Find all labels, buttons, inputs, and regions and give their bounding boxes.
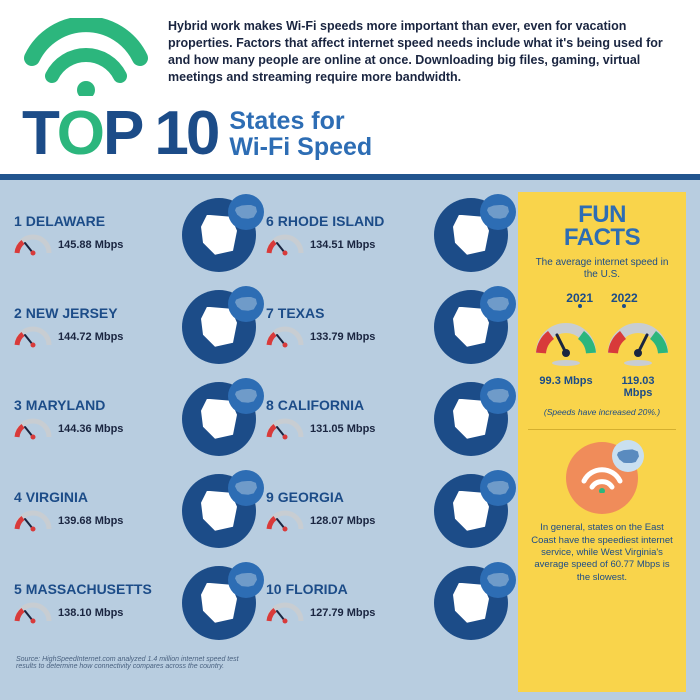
mini-gauge-icon	[14, 601, 52, 625]
state-item: 5MASSACHUSETTS 138.10 Mbps	[14, 560, 256, 646]
gauge-2021-icon	[535, 317, 597, 367]
state-speed: 133.79 Mbps	[310, 331, 375, 343]
state-name: 6RHODE ISLAND	[266, 213, 428, 229]
state-map-icon	[182, 382, 256, 456]
body: 1DELAWARE 145.88 Mbps 2NEW JERSEY 144.72…	[0, 180, 700, 700]
state-name: 4VIRGINIA	[14, 489, 176, 505]
mini-us-badge	[480, 194, 516, 230]
mini-gauge-icon	[14, 509, 52, 533]
mini-gauge-icon	[14, 233, 52, 257]
state-map-icon	[182, 198, 256, 272]
state-name: 5MASSACHUSETTS	[14, 581, 176, 597]
mini-gauge-icon	[14, 325, 52, 349]
state-speed: 144.36 Mbps	[58, 423, 123, 435]
state-item: 8CALIFORNIA 131.05 Mbps	[266, 376, 508, 462]
state-item: 6RHODE ISLAND 134.51 Mbps	[266, 192, 508, 278]
fun-facts-panel: FUNFACTS The average internet speed in t…	[518, 192, 686, 692]
mini-gauge-icon	[266, 233, 304, 257]
title-number: 10	[154, 106, 217, 162]
fun-facts-note: (Speeds have increased 20%.)	[544, 407, 660, 417]
state-name: 10FLORIDA	[266, 581, 428, 597]
state-item: 1DELAWARE 145.88 Mbps	[14, 192, 256, 278]
state-map-icon	[434, 290, 508, 364]
infographic-page: Hybrid work makes Wi-Fi speeds more impo…	[0, 0, 700, 700]
state-speed: 128.07 Mbps	[310, 515, 375, 527]
state-map-icon	[182, 290, 256, 364]
subtitle: States for Wi-Fi Speed	[229, 108, 372, 161]
fun-facts-subtitle: The average internet speed in the U.S.	[528, 257, 676, 281]
state-speed: 131.05 Mbps	[310, 423, 375, 435]
year-labels: 2021 2022	[566, 291, 637, 305]
year-2021: 2021	[566, 291, 593, 305]
mini-us-badge	[480, 470, 516, 506]
wifi-logo-icon	[22, 18, 150, 96]
state-speed: 145.88 Mbps	[58, 239, 123, 251]
fun-facts-title: FUNFACTS	[564, 204, 640, 250]
header: Hybrid work makes Wi-Fi speeds more impo…	[0, 0, 700, 106]
title-row: TOP 10 States for Wi-Fi Speed	[0, 106, 700, 174]
gauges-row	[535, 317, 669, 367]
state-item: 3MARYLAND 144.36 Mbps	[14, 376, 256, 462]
value-2021: 99.3 Mbps	[535, 375, 597, 399]
intro-text: Hybrid work makes Wi-Fi speeds more impo…	[168, 18, 678, 86]
state-name: 8CALIFORNIA	[266, 397, 428, 413]
state-name: 7TEXAS	[266, 305, 428, 321]
state-map-icon	[434, 198, 508, 272]
value-2022: 119.03 Mbps	[607, 375, 669, 399]
mini-us-badge	[612, 440, 644, 472]
mini-us-badge	[228, 194, 264, 230]
mini-us-badge	[228, 286, 264, 322]
state-name: 2NEW JERSEY	[14, 305, 176, 321]
east-coast-icon	[566, 442, 638, 514]
year-2022: 2022	[611, 291, 638, 305]
gauge-values: 99.3 Mbps 119.03 Mbps	[528, 375, 676, 399]
state-item: 4VIRGINIA 139.68 Mbps	[14, 468, 256, 554]
state-name: 1DELAWARE	[14, 213, 176, 229]
mini-us-badge	[228, 562, 264, 598]
state-speed: 134.51 Mbps	[310, 239, 375, 251]
state-name: 3MARYLAND	[14, 397, 176, 413]
state-map-icon	[434, 382, 508, 456]
gauge-2022-icon	[607, 317, 669, 367]
state-name: 9GEORGIA	[266, 489, 428, 505]
state-item: 2NEW JERSEY 144.72 Mbps	[14, 284, 256, 370]
state-item: 10FLORIDA 127.79 Mbps	[266, 560, 508, 646]
fun-facts-divider	[528, 429, 676, 430]
state-speed: 139.68 Mbps	[58, 515, 123, 527]
state-map-icon	[434, 474, 508, 548]
mini-us-badge	[480, 286, 516, 322]
subtitle-line2: Wi-Fi Speed	[229, 134, 372, 160]
mini-gauge-icon	[266, 417, 304, 441]
fun-facts-bottom-text: In general, states on the East Coast hav…	[528, 522, 676, 584]
mini-gauge-icon	[266, 601, 304, 625]
mini-us-badge	[228, 378, 264, 414]
mini-us-badge	[480, 562, 516, 598]
state-columns: 1DELAWARE 145.88 Mbps 2NEW JERSEY 144.72…	[14, 192, 508, 692]
mini-us-badge	[480, 378, 516, 414]
source-text: Source: HighSpeedInternet.com analyzed 1…	[14, 656, 256, 670]
subtitle-line1: States for	[229, 108, 372, 134]
state-map-icon	[182, 474, 256, 548]
state-speed: 138.10 Mbps	[58, 607, 123, 619]
state-map-icon	[182, 566, 256, 640]
state-item: 7TEXAS 133.79 Mbps	[266, 284, 508, 370]
column-left: 1DELAWARE 145.88 Mbps 2NEW JERSEY 144.72…	[14, 192, 256, 692]
state-item: 9GEORGIA 128.07 Mbps	[266, 468, 508, 554]
title-top: TOP	[22, 106, 142, 162]
state-map-icon	[434, 566, 508, 640]
mini-gauge-icon	[266, 325, 304, 349]
column-right: 6RHODE ISLAND 134.51 Mbps 7TEXAS 133.79 …	[266, 192, 508, 692]
mini-gauge-icon	[266, 509, 304, 533]
mini-us-badge	[228, 470, 264, 506]
state-speed: 144.72 Mbps	[58, 331, 123, 343]
mini-gauge-icon	[14, 417, 52, 441]
state-speed: 127.79 Mbps	[310, 607, 375, 619]
